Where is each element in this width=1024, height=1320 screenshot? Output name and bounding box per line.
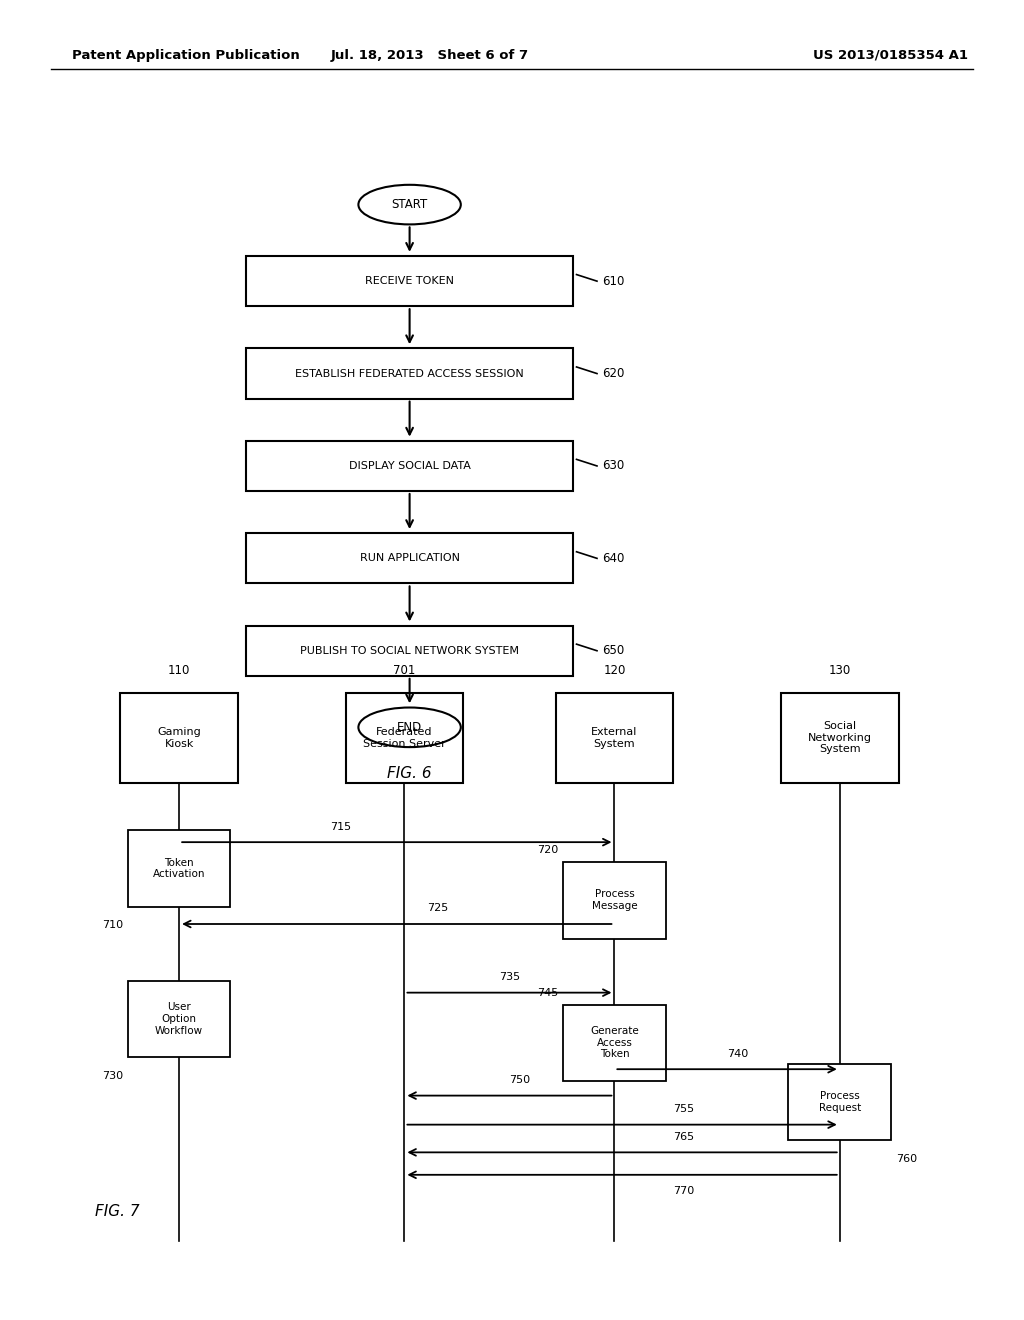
Text: 730: 730 [101,1071,123,1081]
Bar [563,1005,666,1081]
Text: 630: 630 [602,459,625,473]
Text: Patent Application Publication: Patent Application Publication [72,49,299,62]
Text: Token
Activation: Token Activation [153,858,206,879]
Text: Generate
Access
Token: Generate Access Token [590,1026,639,1060]
Bar [555,693,674,783]
Text: 710: 710 [101,920,123,931]
Text: 720: 720 [537,845,558,855]
Bar [246,256,573,306]
Text: Jul. 18, 2013   Sheet 6 of 7: Jul. 18, 2013 Sheet 6 of 7 [331,49,529,62]
Text: 650: 650 [602,644,625,657]
Bar [246,348,573,399]
Text: 725: 725 [427,903,449,913]
Bar [246,626,573,676]
Text: END: END [397,721,422,734]
Text: US 2013/0185354 A1: US 2013/0185354 A1 [813,49,969,62]
Text: 640: 640 [602,552,625,565]
Text: FIG. 7: FIG. 7 [95,1204,140,1220]
Text: 130: 130 [828,664,851,677]
Text: 765: 765 [673,1131,694,1142]
Text: 755: 755 [673,1104,694,1114]
Bar [128,830,230,907]
Text: 120: 120 [603,664,626,677]
Bar [780,693,899,783]
Text: 770: 770 [673,1185,694,1196]
Text: 620: 620 [602,367,625,380]
Text: Process
Request: Process Request [818,1092,861,1113]
Text: PUBLISH TO SOCIAL NETWORK SYSTEM: PUBLISH TO SOCIAL NETWORK SYSTEM [300,645,519,656]
Text: 745: 745 [537,987,558,998]
Text: DISPLAY SOCIAL DATA: DISPLAY SOCIAL DATA [348,461,471,471]
Text: Gaming
Kiosk: Gaming Kiosk [158,727,201,748]
Text: FIG. 6: FIG. 6 [387,766,432,781]
Text: Federated
Session Server: Federated Session Server [364,727,445,748]
Text: 715: 715 [330,821,351,832]
Text: 760: 760 [896,1154,918,1164]
Text: External
System: External System [591,727,638,748]
Bar [246,533,573,583]
Bar [346,693,463,783]
Text: Process
Message: Process Message [592,890,637,911]
Bar [121,693,238,783]
Bar [246,441,573,491]
Text: ESTABLISH FEDERATED ACCESS SESSION: ESTABLISH FEDERATED ACCESS SESSION [295,368,524,379]
Bar [788,1064,891,1140]
Bar [563,862,666,939]
Text: RECEIVE TOKEN: RECEIVE TOKEN [366,276,454,286]
Text: 701: 701 [393,664,416,677]
Text: 750: 750 [509,1074,530,1085]
Text: 735: 735 [499,972,520,982]
Text: 110: 110 [168,664,190,677]
Bar [128,981,230,1057]
Text: Social
Networking
System: Social Networking System [808,721,871,755]
Text: 610: 610 [602,275,625,288]
Text: User
Option
Workflow: User Option Workflow [156,1002,203,1036]
Text: START: START [391,198,428,211]
Text: 740: 740 [727,1048,748,1059]
Text: RUN APPLICATION: RUN APPLICATION [359,553,460,564]
